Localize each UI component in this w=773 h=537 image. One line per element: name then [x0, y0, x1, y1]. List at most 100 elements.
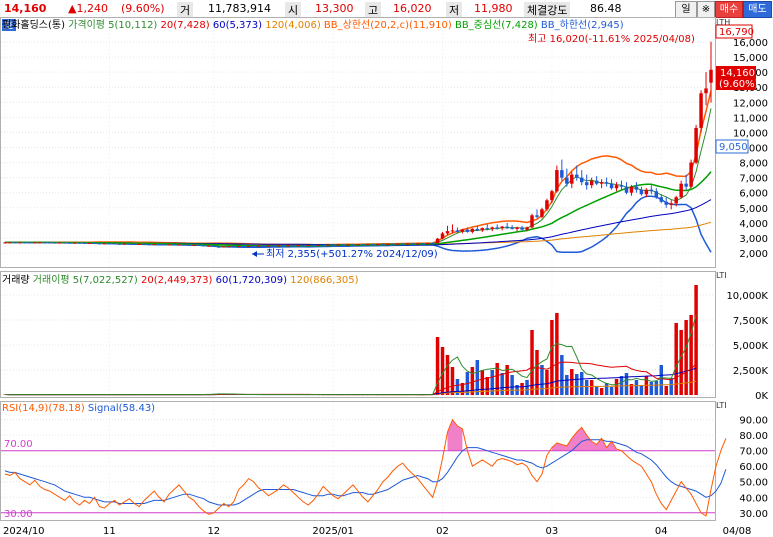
price-panel-corner[interactable]: LTH	[716, 18, 730, 27]
legend-entry: 120(866,305)	[287, 275, 359, 286]
candle-body	[72, 242, 77, 244]
candle-body	[182, 244, 186, 246]
candle-body	[679, 183, 683, 198]
high-annotation: 최고 16,020(-11.61% 2025/04/08)	[528, 33, 695, 45]
volume-bar	[570, 369, 574, 395]
candle-body	[684, 183, 688, 187]
volume-bar	[664, 386, 668, 395]
volume-label: 거	[177, 2, 194, 18]
rsi-panel-frame	[0, 401, 716, 521]
volume-bar	[545, 370, 549, 395]
volume-bar	[540, 365, 544, 395]
volume-panel-frame	[0, 271, 716, 398]
volume-bar	[455, 379, 460, 395]
quote-type-badge[interactable]	[2, 19, 16, 31]
candle-body	[689, 162, 693, 187]
candle-body	[172, 244, 176, 246]
legend-entry: BB_상한선(20,2,c)(11,910)	[321, 19, 452, 31]
volume-bar	[674, 323, 678, 395]
candle-body	[217, 246, 221, 248]
candle-body	[619, 185, 624, 187]
candle-body	[162, 244, 166, 246]
price-tag-top	[715, 24, 753, 39]
legend-entry: 평화홀딩스(통)	[2, 18, 65, 31]
volume-bar	[560, 355, 564, 395]
volume-bar	[654, 381, 659, 395]
candle-body	[639, 189, 644, 195]
candle-body	[629, 186, 634, 193]
candle-body	[147, 244, 151, 246]
price-y-tick: 6,000	[739, 189, 768, 200]
candle-body	[589, 180, 594, 186]
rsi-overbought-area	[447, 419, 463, 451]
candle-body	[276, 245, 281, 247]
volume-bar	[614, 379, 619, 395]
price-tag-pct-text: (9.60%)	[719, 79, 759, 90]
candle-body	[52, 242, 57, 244]
legend-entry: 거래이평 5(7,022,527)	[30, 274, 138, 286]
x-axis-tick: 2024/10	[3, 526, 45, 537]
settings-button[interactable]: ※	[697, 1, 715, 18]
strength-label: 체결강도	[524, 2, 571, 18]
price-y-tick: 9,000	[739, 144, 768, 155]
rsi-signal-line	[4, 439, 727, 506]
candle-body	[266, 245, 271, 247]
candle-body	[23, 242, 27, 244]
candle-body	[77, 242, 82, 244]
volume-legend: 거래량 거래이평 5(7,022,527) 20(2,449,373) 60(1…	[2, 274, 359, 286]
open-label: 시	[285, 2, 302, 18]
low-annotation-arrowhead	[252, 251, 257, 257]
rsi-lines	[4, 418, 727, 517]
volume-panel-corner[interactable]: LTI	[716, 271, 727, 280]
candle-body	[246, 245, 251, 247]
candle-body	[530, 215, 534, 228]
candle-body	[187, 244, 191, 246]
candle-body	[202, 245, 206, 247]
sell-button[interactable]: 매도	[743, 1, 772, 18]
x-axis-tick: 03	[546, 526, 559, 537]
x-axis-ticks: 2024/10 11 12 2025/01 02 03 04 04/08	[3, 526, 751, 537]
volume-y-tick: 0K	[755, 391, 768, 402]
candle-body	[321, 244, 325, 246]
candle-body	[614, 185, 619, 189]
candle-body	[405, 243, 410, 245]
x-axis-tick: 12	[207, 526, 220, 537]
candle-body	[207, 245, 211, 247]
volume-bar	[450, 367, 455, 395]
volume-bar	[584, 380, 589, 395]
candle-body	[704, 88, 708, 94]
candle-body	[256, 245, 261, 247]
candle-body	[67, 242, 72, 244]
price-y-tick: 16,000	[733, 38, 768, 49]
volume-bar	[669, 378, 673, 395]
rsi-legend: RSI(14,9)(78.18) Signal(58.43)	[2, 403, 155, 414]
rsi-level-70-label: 70.00	[4, 439, 33, 450]
candle-body	[674, 197, 678, 204]
candle-body	[43, 242, 47, 244]
candle-body	[152, 244, 156, 246]
candle-body	[510, 227, 514, 229]
candle-body	[579, 177, 584, 183]
candle-body	[316, 244, 320, 246]
candle-body	[291, 245, 296, 247]
legend-entry: 60(5,373)	[210, 20, 262, 31]
candle-body	[396, 243, 400, 245]
price-tag-low-text: 9,050	[719, 142, 748, 153]
volume-bar	[520, 383, 524, 395]
candle-body	[226, 246, 231, 248]
volume-bar	[575, 374, 579, 395]
volume-bar	[659, 365, 664, 395]
volume-bar	[460, 383, 465, 395]
candle-body	[192, 244, 196, 246]
legend-entry: 거래량	[2, 274, 30, 286]
buy-button[interactable]: 매수	[715, 1, 743, 18]
period-button[interactable]: 일	[675, 1, 697, 18]
candle-body	[475, 228, 480, 231]
candle-body	[107, 243, 112, 245]
candle-body	[649, 189, 654, 192]
candle-body	[48, 242, 52, 244]
candle-body	[296, 245, 301, 247]
chart-area[interactable]: 16,00015,00014,00013,00012,00011,00010,0…	[0, 17, 773, 537]
rsi-panel-corner[interactable]: LTI	[716, 401, 727, 410]
quote-type-badge-text: 호	[4, 20, 13, 32]
